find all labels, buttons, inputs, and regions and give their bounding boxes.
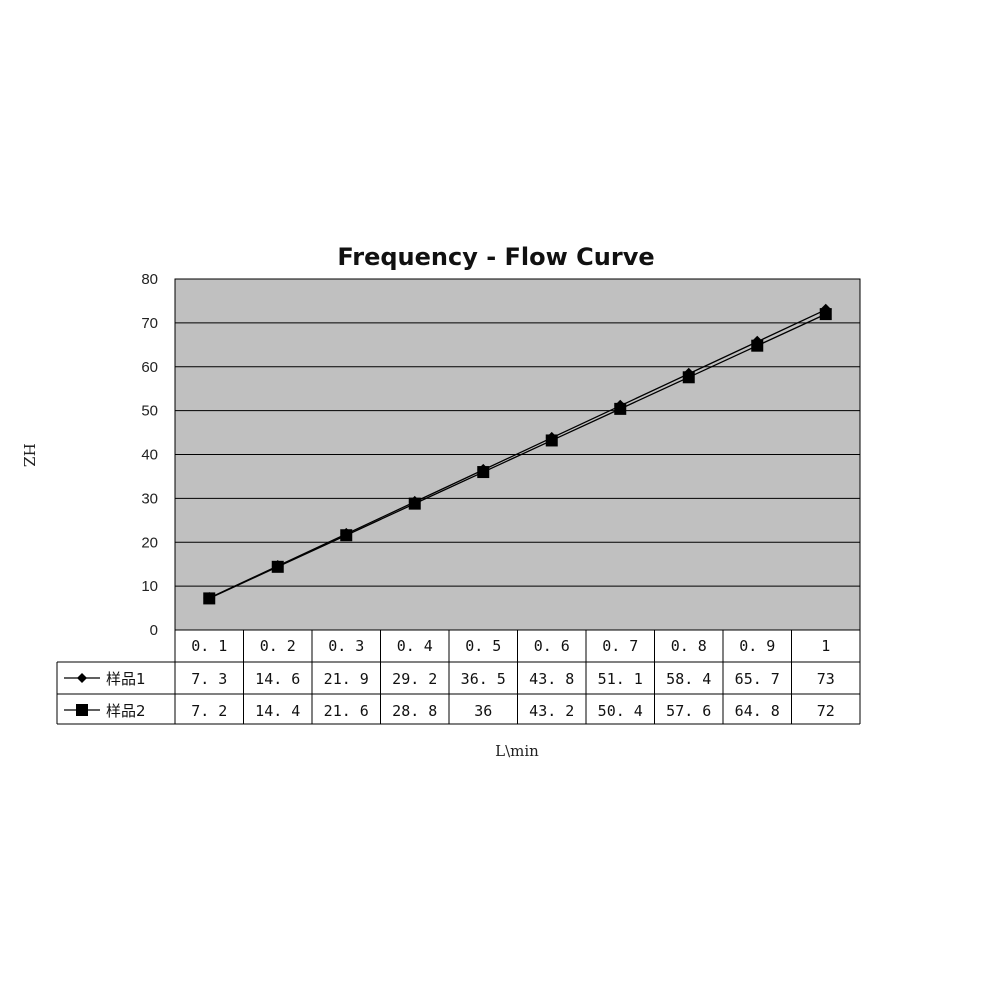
x-tick-label: 0. 8 xyxy=(671,637,707,655)
x-tick-label: 0. 7 xyxy=(602,637,638,655)
series-line-2 xyxy=(208,313,827,600)
data-label: 7. 3 xyxy=(191,670,227,688)
data-point xyxy=(477,466,490,479)
data-point xyxy=(751,339,764,352)
data-point xyxy=(545,434,558,447)
data-point xyxy=(682,371,695,384)
x-tick-label: 0. 1 xyxy=(191,637,227,655)
data-label: 58. 4 xyxy=(666,670,711,688)
data-label: 28. 8 xyxy=(392,702,437,720)
y-axis-label: HZ xyxy=(20,443,38,467)
data-label: 36 xyxy=(474,702,492,720)
data-label: 65. 7 xyxy=(735,670,780,688)
x-tick-label: 0. 6 xyxy=(534,637,570,655)
data-label: 50. 4 xyxy=(598,702,643,720)
data-label: 64. 8 xyxy=(735,702,780,720)
y-axis-ticks: 0 10 20 30 40 50 60 70 80 xyxy=(141,271,158,639)
data-label: 29. 2 xyxy=(392,670,437,688)
legend-label: 样品1 xyxy=(106,670,146,688)
series-lines xyxy=(203,303,832,605)
y-tick-label: 80 xyxy=(141,271,158,288)
data-point xyxy=(203,592,216,605)
data-point xyxy=(819,308,832,321)
x-tick-label: 0. 3 xyxy=(328,637,364,655)
data-label: 21. 6 xyxy=(324,702,369,720)
x-tick-label: 1 xyxy=(821,637,830,655)
data-label: 51. 1 xyxy=(598,670,643,688)
data-label: 43. 2 xyxy=(529,702,574,720)
y-tick-label: 60 xyxy=(141,359,158,376)
data-point xyxy=(271,560,284,573)
x-tick-label: 0. 2 xyxy=(260,637,296,655)
y-tick-label: 20 xyxy=(141,534,158,551)
data-label: 14. 6 xyxy=(255,670,300,688)
x-tick-label: 0. 4 xyxy=(397,637,433,655)
data-label: 14. 4 xyxy=(255,702,300,720)
data-label: 73 xyxy=(817,670,835,688)
data-label: 43. 8 xyxy=(529,670,574,688)
x-tick-label: 0. 5 xyxy=(465,637,501,655)
series-line-1 xyxy=(208,309,827,599)
x-tick-label: 0. 9 xyxy=(739,637,775,655)
data-point xyxy=(340,529,353,542)
data-label: 36. 5 xyxy=(461,670,506,688)
y-tick-label: 70 xyxy=(141,315,158,332)
y-tick-label: 10 xyxy=(141,578,158,595)
y-tick-label: 30 xyxy=(141,490,158,507)
data-label: 72 xyxy=(817,702,835,720)
legend-marker xyxy=(77,673,87,683)
chart-title: Frequency - Flow Curve xyxy=(337,243,654,271)
data-label: 7. 2 xyxy=(191,702,227,720)
y-tick-label: 40 xyxy=(141,447,158,464)
data-point xyxy=(408,497,421,510)
legend-label: 样品2 xyxy=(106,702,146,720)
gridlines xyxy=(175,322,860,587)
data-label: 57. 6 xyxy=(666,702,711,720)
data-point xyxy=(614,402,627,415)
y-tick-label: 0 xyxy=(150,622,158,639)
x-axis-label: L\min xyxy=(495,742,539,760)
data-table: 0. 1 0. 2 0. 3 0. 4 0. 5 0. 6 0. 7 0. 8 0. 9 1 样品1… xyxy=(56,630,861,725)
legend-marker xyxy=(76,704,88,716)
y-tick-label: 50 xyxy=(141,403,158,420)
data-label: 21. 9 xyxy=(324,670,369,688)
